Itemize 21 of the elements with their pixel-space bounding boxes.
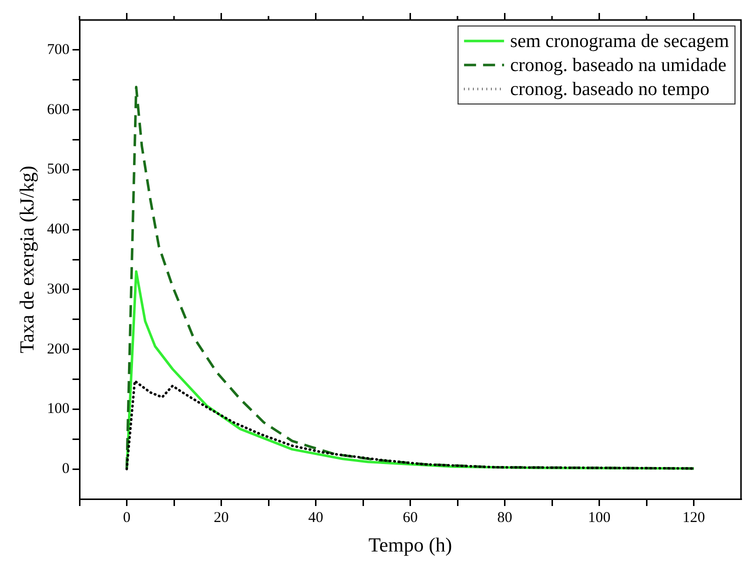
x-tick-label: 80 (497, 510, 512, 526)
y-tick-label: 400 (47, 222, 70, 238)
y-tick-label: 0 (62, 461, 70, 477)
y-tick-label: 200 (47, 341, 70, 358)
x-tick-label: 40 (308, 510, 324, 526)
x-tick-label: 20 (214, 510, 229, 526)
x-tick-label: 100 (588, 510, 610, 526)
y-tick-label: 100 (47, 401, 70, 418)
legend-label: cronog. baseado no tempo (510, 78, 710, 100)
y-tick-label: 600 (47, 102, 70, 118)
legend-label: sem cronograma de secagem (510, 30, 730, 52)
x-axis-title: Tempo (h) (368, 534, 452, 556)
line-series (126, 380, 695, 470)
y-axis-title: Taxa de exergia (kJ/kg) (16, 166, 38, 354)
x-tick-label: 60 (402, 510, 418, 526)
x-tick-label: 0 (123, 510, 130, 526)
y-tick-label: 500 (47, 162, 70, 178)
y-tick-label: 300 (47, 281, 70, 298)
x-tick-label: 120 (682, 510, 705, 526)
y-tick-label: 700 (47, 42, 70, 58)
legend-label: cronog. baseado na umidade (510, 54, 726, 76)
